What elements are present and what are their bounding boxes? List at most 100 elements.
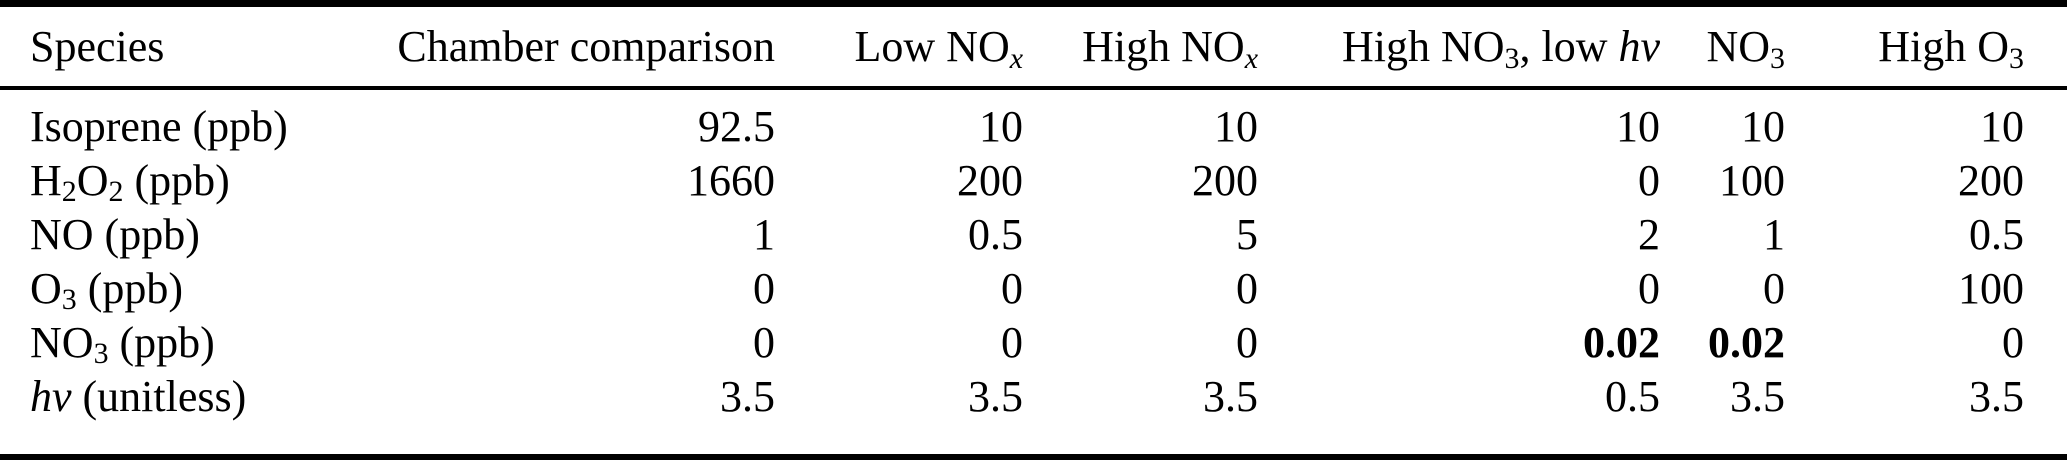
text-segment: 1: [1763, 209, 1785, 259]
text-segment: 92.5: [698, 101, 775, 151]
text-segment: H: [30, 155, 62, 205]
value-cell: 0: [340, 315, 775, 369]
text-segment: 3: [1504, 41, 1520, 75]
text-segment: 10: [1980, 101, 2024, 151]
value-cell: 3.5: [775, 369, 1023, 458]
text-segment: 3.5: [968, 371, 1023, 421]
text-segment: 200: [1958, 155, 2024, 205]
text-segment: 0.5: [1605, 371, 1660, 421]
text-segment: x: [1244, 41, 1258, 75]
table-row: H2O2 (ppb) 1660 200 200 0 100 200: [0, 153, 2067, 209]
value-cell: 0: [1258, 153, 1660, 207]
table-row: O3 (ppb) 0 0 0 0 0 100: [0, 261, 2067, 317]
text-segment: 0: [1001, 317, 1023, 367]
text-segment: NO: [30, 317, 94, 367]
column-header: Chamber comparison: [340, 3, 775, 90]
text-segment: 2: [108, 175, 124, 209]
text-segment: (unitless): [71, 371, 247, 421]
text-segment: 1660: [687, 155, 775, 205]
text-segment: High NO: [1341, 22, 1505, 71]
species-label: NO (ppb): [0, 207, 340, 261]
value-cell: 10: [775, 88, 1023, 153]
text-segment: Isoprene (ppb): [30, 101, 288, 151]
value-cell: 0: [775, 315, 1023, 369]
text-segment: O: [76, 155, 109, 205]
value-cell: 0: [1785, 315, 2067, 369]
text-segment: , low: [1519, 22, 1619, 71]
table-header-row: Species Chamber comparison Low NOx High NOx…: [0, 3, 2067, 90]
text-segment: x: [1009, 41, 1023, 75]
value-cell: 200: [1785, 153, 2067, 207]
column-header: High NO3, low hv: [1258, 3, 1660, 90]
value-cell: 3.5: [1023, 369, 1258, 458]
value-cell: 0.02: [1660, 315, 1785, 369]
text-segment: 0: [1236, 263, 1258, 313]
text-segment: High O: [1878, 22, 2010, 71]
species-label: O3 (ppb): [0, 261, 340, 317]
value-cell: 3.5: [340, 369, 775, 458]
text-segment: 0: [1638, 155, 1660, 205]
species-label: NO3 (ppb): [0, 315, 340, 371]
column-header: Low NOx: [775, 3, 1023, 90]
text-segment: NO (ppb): [30, 209, 200, 259]
value-cell: 100: [1785, 261, 2067, 315]
text-segment: (ppb): [108, 317, 215, 367]
text-segment: 3: [93, 337, 109, 371]
value-cell: 0.5: [1785, 207, 2067, 261]
value-cell: 10: [1023, 88, 1258, 153]
text-segment: Chamber comparison: [397, 22, 775, 71]
value-cell: 0: [340, 261, 775, 315]
text-segment: hv: [30, 371, 72, 421]
text-segment: hv: [1618, 22, 1660, 71]
value-cell: 10: [1660, 88, 1785, 153]
table-row: NO3 (ppb) 0 0 0 0.02 0.02 0: [0, 315, 2067, 371]
value-cell: 10: [1258, 88, 1660, 153]
value-cell: 3.5: [1785, 369, 2067, 458]
text-segment: 3.5: [720, 371, 775, 421]
text-segment: 10: [1214, 101, 1258, 151]
text-segment: 10: [1741, 101, 1785, 151]
text-segment: 0: [1236, 317, 1258, 367]
text-segment: 2: [61, 175, 77, 209]
text-segment: 10: [1616, 101, 1660, 151]
text-segment: 3.5: [1730, 371, 1785, 421]
table-row: Isoprene (ppb) 92.5 10 10 10 10 10: [0, 88, 2067, 153]
value-cell: 0: [1023, 261, 1258, 315]
text-segment: 0.5: [1969, 209, 2024, 259]
table-row: hv (unitless) 3.5 3.5 3.5 0.5 3.5 3.5: [0, 369, 2067, 458]
value-cell: 2: [1258, 207, 1660, 261]
text-segment: 1: [753, 209, 775, 259]
text-segment: 3: [61, 283, 77, 317]
column-header: Species: [0, 3, 340, 90]
text-segment: 2: [1638, 209, 1660, 259]
text-segment: 3.5: [1203, 371, 1258, 421]
value-cell: 1660: [340, 153, 775, 207]
text-segment: 200: [957, 155, 1023, 205]
value-cell: 100: [1660, 153, 1785, 207]
table-body: Isoprene (ppb) 92.5 10 10 10 10 10 H2O2 (ppb) 16…: [0, 88, 2067, 458]
text-segment: 3: [2009, 41, 2024, 75]
value-cell: 0.02: [1258, 315, 1660, 369]
value-cell: 0.5: [775, 207, 1023, 261]
value-cell: 0: [775, 261, 1023, 315]
value-cell: 0: [1258, 261, 1660, 315]
text-segment: 10: [979, 101, 1023, 151]
text-segment: 0: [1638, 263, 1660, 313]
text-segment: (ppb): [76, 263, 184, 313]
text-segment: 0: [753, 263, 775, 313]
text-segment: O: [30, 263, 62, 313]
text-segment: 0: [753, 317, 775, 367]
value-cell: 92.5: [340, 88, 775, 153]
text-segment: 5: [1236, 209, 1258, 259]
text-segment: 0: [1001, 263, 1023, 313]
table-row: NO (ppb) 1 0.5 5 2 1 0.5: [0, 207, 2067, 261]
column-header: High O3: [1785, 3, 2067, 90]
value-cell: 1: [1660, 207, 1785, 261]
text-segment: (ppb): [123, 155, 230, 205]
column-header: High NOx: [1023, 3, 1258, 90]
text-segment: 100: [1719, 155, 1785, 205]
text-segment: 200: [1192, 155, 1258, 205]
text-segment: 100: [1958, 263, 2024, 313]
value-cell: 3.5: [1660, 369, 1785, 458]
